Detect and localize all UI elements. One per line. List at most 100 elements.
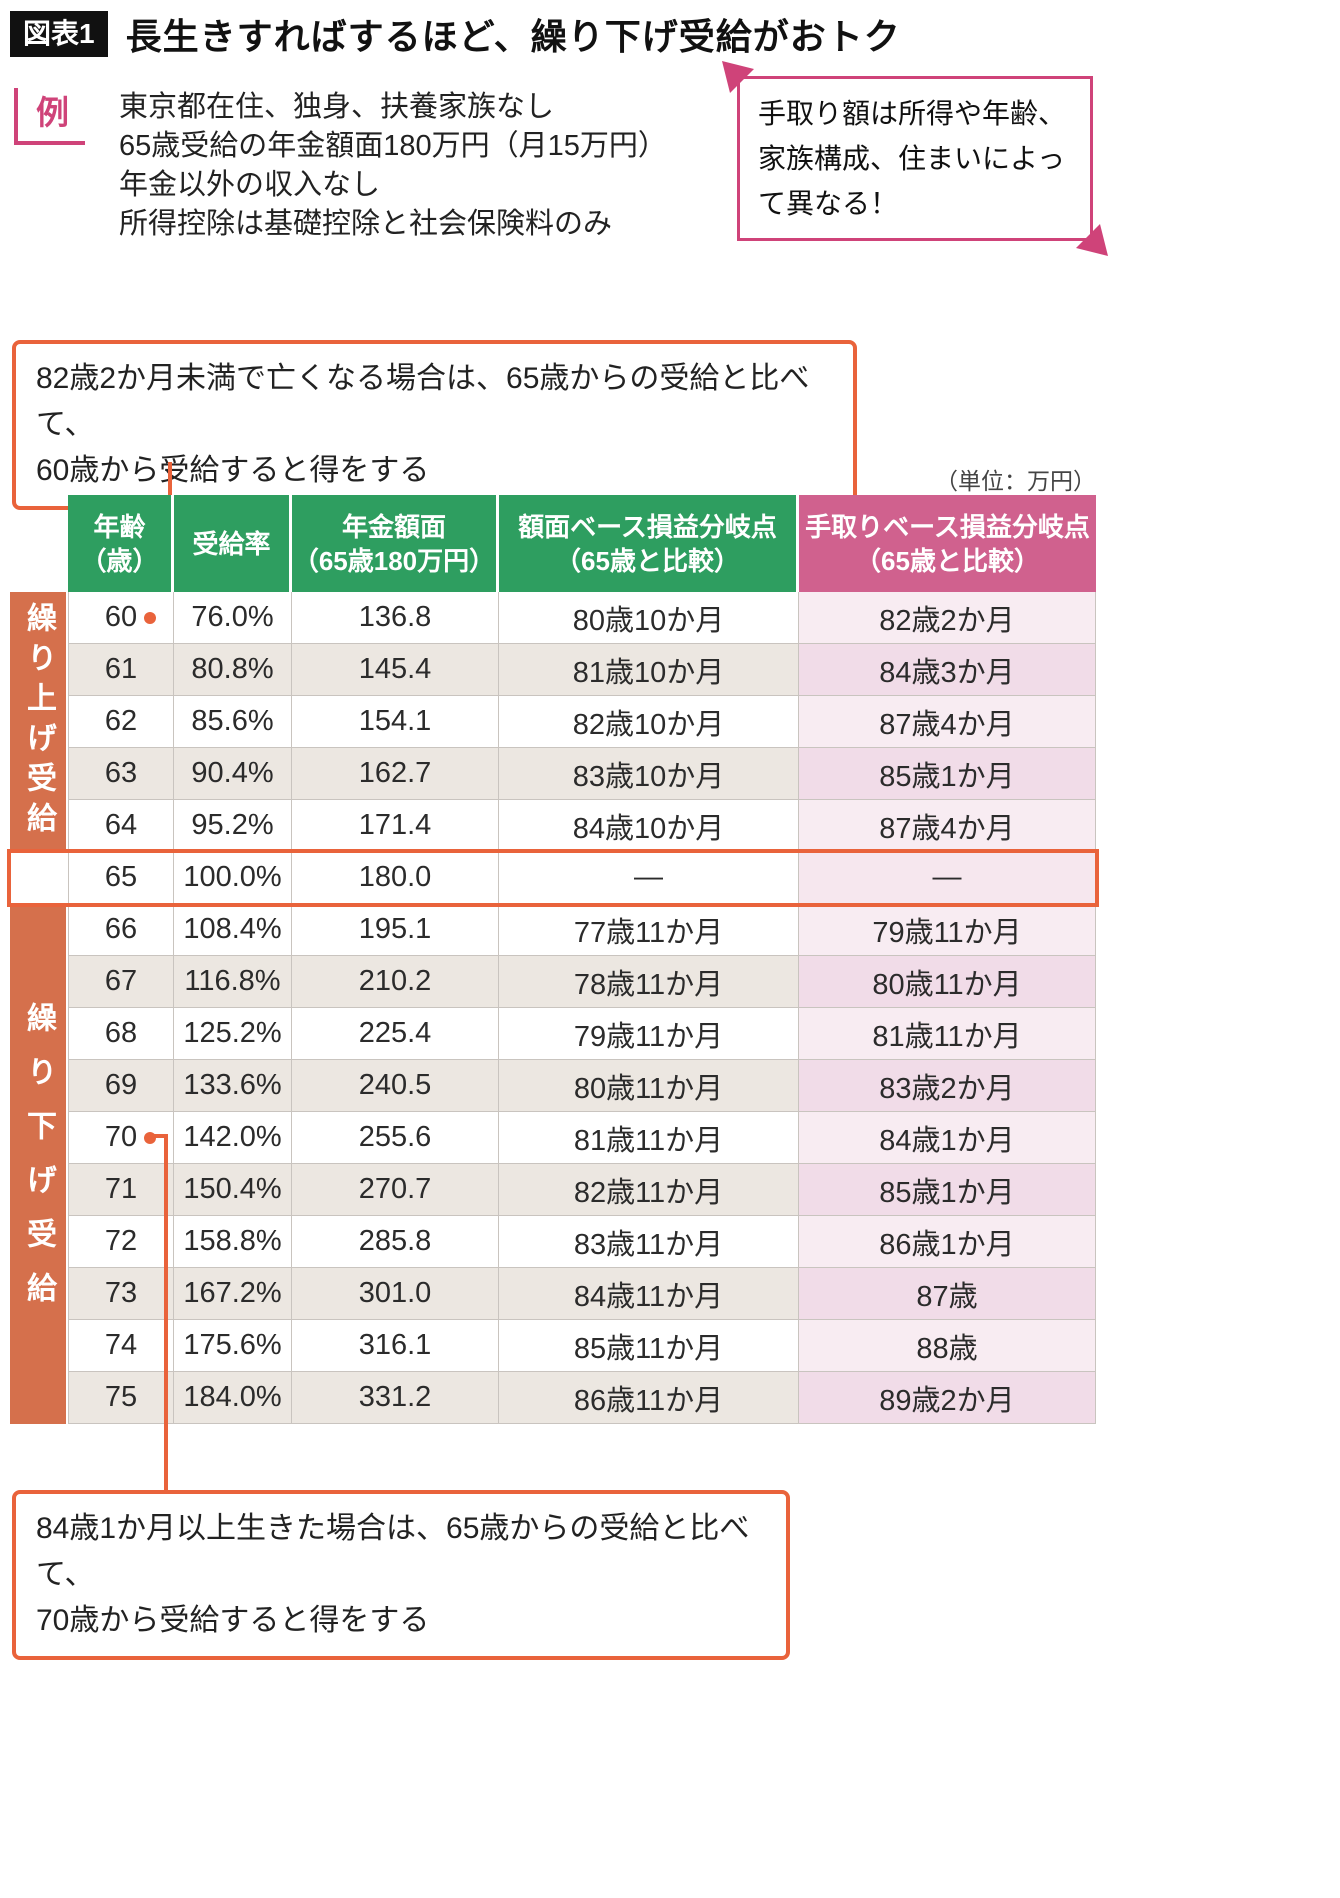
cell-net-breakeven: 82歳2か月 — [799, 592, 1096, 644]
top-callout-line: 82歳2か月未満で亡くなる場合は、65歳からの受給と比べて、 — [36, 362, 810, 441]
cell-amount: 195.1 — [292, 904, 499, 956]
cell-amount: 145.4 — [292, 644, 499, 696]
example-line: 東京都在住、独身、扶養家族なし — [119, 91, 555, 123]
bottom-callout-line: 84歳1か月以上生きた場合は、65歳からの受給と比べて、 — [36, 1512, 750, 1591]
table-row: 60 76.0% 136.8 80歳10か月 82歳2か月 — [68, 592, 1096, 644]
cell-age: 62 — [68, 696, 174, 748]
cell-age: 68 — [68, 1008, 174, 1060]
example-conditions: 東京都在住、独身、扶養家族なし 65歳受給の年金額面180万円（月15万円） 年… — [119, 88, 667, 244]
table-row: 65 100.0% 180.0 ― ― — [68, 852, 1096, 904]
top-callout: 82歳2か月未満で亡くなる場合は、65歳からの受給と比べて、 60歳から受給する… — [12, 340, 857, 510]
cell-net-breakeven: 86歳1か月 — [799, 1216, 1096, 1268]
cell-age: 65 — [68, 852, 174, 904]
cell-rate: 142.0% — [174, 1112, 292, 1164]
cell-age: 60 — [68, 592, 174, 644]
cell-amount: 285.8 — [292, 1216, 499, 1268]
cell-face-breakeven: 86歳11か月 — [499, 1372, 799, 1424]
cell-rate: 95.2% — [174, 800, 292, 852]
header-cell-age: 年齢 （歳） — [68, 495, 174, 592]
table-row: 71 150.4% 270.7 82歳11か月 85歳1か月 — [68, 1164, 1096, 1216]
cell-face-breakeven: 84歳11か月 — [499, 1268, 799, 1320]
cell-rate: 184.0% — [174, 1372, 292, 1424]
bottom-callout-line: 70歳から受給すると得をする — [36, 1604, 430, 1637]
cell-net-breakeven: 87歳 — [799, 1268, 1096, 1320]
cell-rate: 125.2% — [174, 1008, 292, 1060]
cell-amount: 136.8 — [292, 592, 499, 644]
group-label-late: 繰り下げ受給 — [10, 904, 66, 1424]
cell-age: 69 — [68, 1060, 174, 1112]
table-row: 72 158.8% 285.8 83歳11か月 86歳1か月 — [68, 1216, 1096, 1268]
cell-face-breakeven: 85歳11か月 — [499, 1320, 799, 1372]
cell-face-breakeven: ― — [499, 852, 799, 904]
cell-amount: 301.0 — [292, 1268, 499, 1320]
note-line: て異なる！ — [758, 188, 899, 219]
cell-amount: 210.2 — [292, 956, 499, 1008]
cell-face-breakeven: 84歳10か月 — [499, 800, 799, 852]
cell-age: 63 — [68, 748, 174, 800]
note-line: 手取り額は所得や年齢、 — [758, 98, 1067, 129]
cell-face-breakeven: 82歳11か月 — [499, 1164, 799, 1216]
cell-net-breakeven: 87歳4か月 — [799, 800, 1096, 852]
table-grid: 年齢 （歳） 受給率 年金額面 （65歳180万円） 額面ベース損益分岐点 （6… — [68, 495, 1096, 1424]
table-row: 61 80.8% 145.4 81歳10か月 84歳3か月 — [68, 644, 1096, 696]
cell-amount: 225.4 — [292, 1008, 499, 1060]
table-row: 68 125.2% 225.4 79歳11か月 81歳11か月 — [68, 1008, 1096, 1060]
cell-age: 64 — [68, 800, 174, 852]
cell-face-breakeven: 77歳11か月 — [499, 904, 799, 956]
cell-rate: 85.6% — [174, 696, 292, 748]
cell-age: 72 — [68, 1216, 174, 1268]
cell-rate: 175.6% — [174, 1320, 292, 1372]
cell-rate: 76.0% — [174, 592, 292, 644]
cell-net-breakeven: 85歳1か月 — [799, 748, 1096, 800]
cell-net-breakeven: 88歳 — [799, 1320, 1096, 1372]
example-line: 所得控除は基礎控除と社会保険料のみ — [119, 208, 613, 240]
figure-title: 長生きすればするほど、繰り下げ受給がおトク — [125, 16, 901, 57]
table-row: 64 95.2% 171.4 84歳10か月 87歳4か月 — [68, 800, 1096, 852]
cell-face-breakeven: 81歳10か月 — [499, 644, 799, 696]
cell-rate: 108.4% — [174, 904, 292, 956]
cell-amount: 154.1 — [292, 696, 499, 748]
cell-age: 74 — [68, 1320, 174, 1372]
example-block: 例 東京都在住、独身、扶養家族なし 65歳受給の年金額面180万円（月15万円）… — [14, 88, 667, 244]
unit-label: （単位：万円） — [935, 468, 1096, 494]
cell-amount: 171.4 — [292, 800, 499, 852]
cell-amount: 270.7 — [292, 1164, 499, 1216]
example-line: 年金以外の収入なし — [119, 169, 381, 201]
cell-age: 73 — [68, 1268, 174, 1320]
figure-header: 図表1 長生きすればするほど、繰り下げ受給がおトク — [10, 8, 901, 60]
table-row: 69 133.6% 240.5 80歳11か月 83歳2か月 — [68, 1060, 1096, 1112]
cell-net-breakeven: 85歳1か月 — [799, 1164, 1096, 1216]
header-cell-face-breakeven: 額面ベース損益分岐点 （65歳と比較） — [499, 495, 799, 592]
cell-face-breakeven: 83歳10か月 — [499, 748, 799, 800]
note-line: 家族構成、住まいによっ — [758, 143, 1066, 174]
table-row: 75 184.0% 331.2 86歳11か月 89歳2か月 — [68, 1372, 1096, 1424]
cell-net-breakeven: 80歳11か月 — [799, 956, 1096, 1008]
cell-face-breakeven: 79歳11か月 — [499, 1008, 799, 1060]
cell-age: 75 — [68, 1372, 174, 1424]
connector-line-bottom-horizontal — [150, 1134, 168, 1138]
cell-face-breakeven: 80歳11か月 — [499, 1060, 799, 1112]
cell-net-breakeven: 84歳3か月 — [799, 644, 1096, 696]
cell-amount: 162.7 — [292, 748, 499, 800]
header-cell-net-breakeven: 手取りベース損益分岐点 （65歳と比較） — [799, 495, 1096, 592]
pension-table: 繰り上げ受給 繰り下げ受給 年齢 （歳） 受給率 年金額面 （65歳180万円）… — [7, 495, 1099, 1424]
cell-face-breakeven: 82歳10か月 — [499, 696, 799, 748]
figure-badge: 図表1 — [10, 11, 108, 57]
cell-net-breakeven: 79歳11か月 — [799, 904, 1096, 956]
cell-amount: 180.0 — [292, 852, 499, 904]
cell-net-breakeven: 84歳1か月 — [799, 1112, 1096, 1164]
table-row: 66 108.4% 195.1 77歳11か月 79歳11か月 — [68, 904, 1096, 956]
cell-rate: 80.8% — [174, 644, 292, 696]
table-row: 74 175.6% 316.1 85歳11か月 88歳 — [68, 1320, 1096, 1372]
cell-age: 70 — [68, 1112, 174, 1164]
example-line: 65歳受給の年金額面180万円（月15万円） — [119, 130, 667, 162]
cell-rate: 167.2% — [174, 1268, 292, 1320]
cell-net-breakeven: 83歳2か月 — [799, 1060, 1096, 1112]
connector-line-bottom-vertical — [164, 1136, 168, 1490]
cell-net-breakeven: 87歳4か月 — [799, 696, 1096, 748]
cell-face-breakeven: 81歳11か月 — [499, 1112, 799, 1164]
note-callout: 手取り額は所得や年齢、 家族構成、住まいによっ て異なる！ — [737, 76, 1093, 241]
example-label: 例 — [14, 88, 85, 145]
cell-net-breakeven: ― — [799, 852, 1096, 904]
cell-amount: 240.5 — [292, 1060, 499, 1112]
